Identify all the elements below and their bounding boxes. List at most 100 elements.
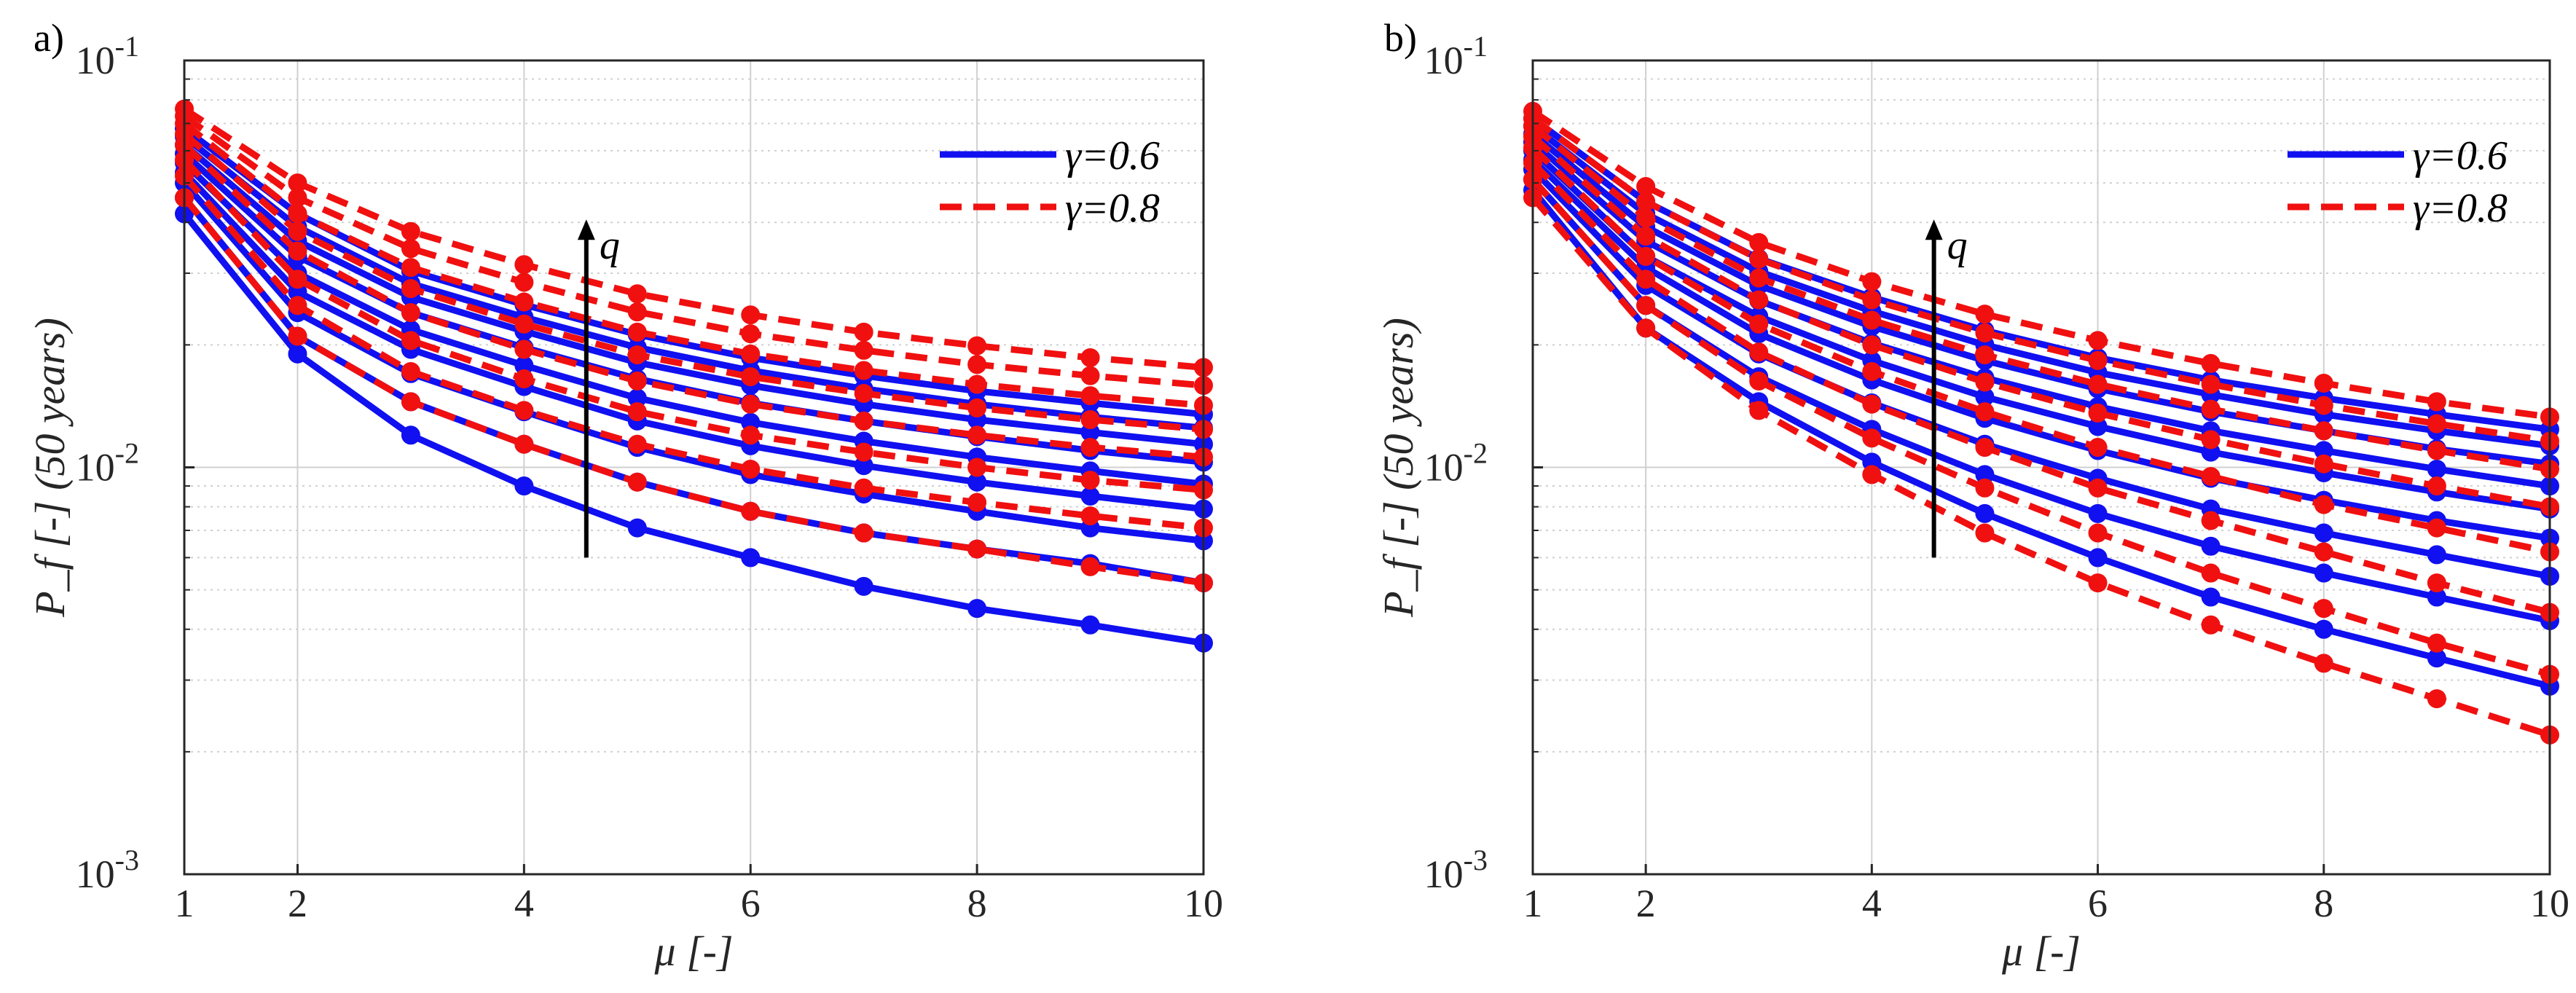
red-data-point — [741, 344, 761, 364]
red-data-point — [1080, 557, 1100, 576]
red-series-line — [181, 157, 1204, 493]
blue-series-line — [1530, 167, 2551, 580]
red-data-point — [2088, 438, 2108, 458]
y-tick-label: 10-1 — [1424, 30, 1488, 82]
blue-data-point — [2088, 548, 2108, 568]
red-data-point — [2427, 476, 2446, 496]
legend-label-blue: γ=0.6 — [2413, 133, 2508, 178]
legend: γ=0.6 γ=0.8 — [940, 133, 1160, 231]
q-annotation-label: q — [600, 223, 620, 268]
y-tick-label: 10-2 — [1424, 437, 1488, 490]
red-data-point — [2088, 403, 2108, 423]
red-data-point — [854, 340, 873, 360]
grid — [1532, 60, 2551, 874]
red-data-point — [2427, 518, 2446, 538]
y-tick-base: 10 — [1424, 852, 1464, 896]
red-data-point — [1975, 478, 1995, 498]
x-tick-label: 4 — [514, 882, 534, 925]
red-data-point — [967, 425, 987, 445]
y-axis-label: P_f [-] (50 years) — [1375, 318, 1422, 618]
red-data-point — [1749, 268, 1769, 288]
red-series-line — [182, 120, 1204, 409]
red-data-point — [401, 221, 420, 241]
red-data-point — [1080, 410, 1100, 430]
red-data-point — [1975, 305, 1995, 324]
blue-data-point — [967, 599, 987, 619]
red-series-line — [181, 173, 1204, 532]
red-series-line — [182, 113, 1204, 389]
red-data-point — [741, 501, 761, 521]
red-data-point — [288, 221, 307, 241]
red-series-line — [181, 142, 1204, 460]
red-data-point — [741, 425, 761, 445]
blue-data-point — [627, 518, 647, 538]
red-data-point — [2088, 331, 2108, 350]
red-data-point — [2427, 689, 2446, 709]
red-data-point — [854, 361, 873, 380]
red-data-point — [1862, 394, 1882, 414]
red-series-line — [182, 131, 1204, 433]
red-data-point — [401, 258, 420, 278]
red-data-point — [967, 398, 987, 417]
red-data-point — [514, 369, 534, 389]
red-data-point — [2201, 615, 2220, 635]
red-data-point — [2314, 599, 2333, 619]
red-data-point — [1862, 310, 1882, 330]
blue-data-point — [2314, 523, 2333, 543]
red-data-point — [2088, 523, 2108, 543]
red-data-point — [967, 336, 987, 356]
red-data-point — [2088, 573, 2108, 593]
red-data-point — [1749, 249, 1769, 269]
red-data-point — [627, 322, 647, 342]
y-tick-exponent: -2 — [115, 437, 139, 470]
red-data-point — [627, 402, 647, 422]
red-data-point — [514, 339, 534, 359]
red-data-point — [967, 492, 987, 512]
blue-series-line — [181, 181, 1204, 544]
x-tick-label: 6 — [741, 882, 761, 925]
blue-series-line — [1530, 188, 2551, 690]
red-data-point — [401, 279, 420, 299]
blue-series-line — [1530, 148, 2551, 513]
y-axis-label: P_f [-] (50 years) — [26, 318, 74, 618]
red-data-point — [627, 434, 647, 454]
red-series-line — [181, 195, 1204, 586]
red-data-point — [401, 331, 420, 350]
y-tick-exponent: -3 — [1464, 844, 1488, 876]
red-data-point — [2427, 633, 2446, 653]
x-tick-label: 1 — [175, 882, 195, 925]
red-data-point — [1080, 348, 1100, 367]
red-data-point — [1636, 227, 1656, 246]
red-data-point — [741, 305, 761, 325]
red-data-point — [1080, 438, 1100, 458]
red-data-point — [288, 270, 307, 289]
red-data-point — [967, 355, 987, 374]
red-data-point — [1862, 272, 1882, 291]
red-data-point — [2201, 353, 2220, 373]
red-data-point — [2427, 414, 2446, 433]
blue-data-point — [2201, 536, 2220, 556]
legend-label-red: γ=0.8 — [2413, 186, 2508, 231]
red-data-point — [401, 239, 420, 259]
blue-data-point — [1080, 615, 1100, 635]
red-data-point — [1975, 523, 1995, 543]
red-data-point — [1975, 438, 1995, 458]
red-data-point — [1749, 232, 1769, 252]
red-data-point — [1975, 323, 1995, 342]
red-data-point — [1080, 366, 1100, 385]
red-data-point — [514, 434, 534, 454]
x-tick-label: 8 — [2314, 882, 2333, 925]
blue-data-point — [514, 476, 534, 496]
red-data-point — [401, 303, 420, 323]
y-tick-label: 10-3 — [1424, 844, 1488, 896]
red-data-point — [627, 345, 647, 365]
red-data-point — [2201, 511, 2220, 530]
red-data-point — [1636, 318, 1656, 338]
red-data-point — [288, 241, 307, 261]
red-data-point — [2088, 374, 2108, 394]
y-tick-base: 10 — [76, 852, 115, 896]
q-arrow-head — [577, 219, 595, 240]
red-data-point — [741, 394, 761, 414]
red-data-point — [1636, 296, 1656, 315]
